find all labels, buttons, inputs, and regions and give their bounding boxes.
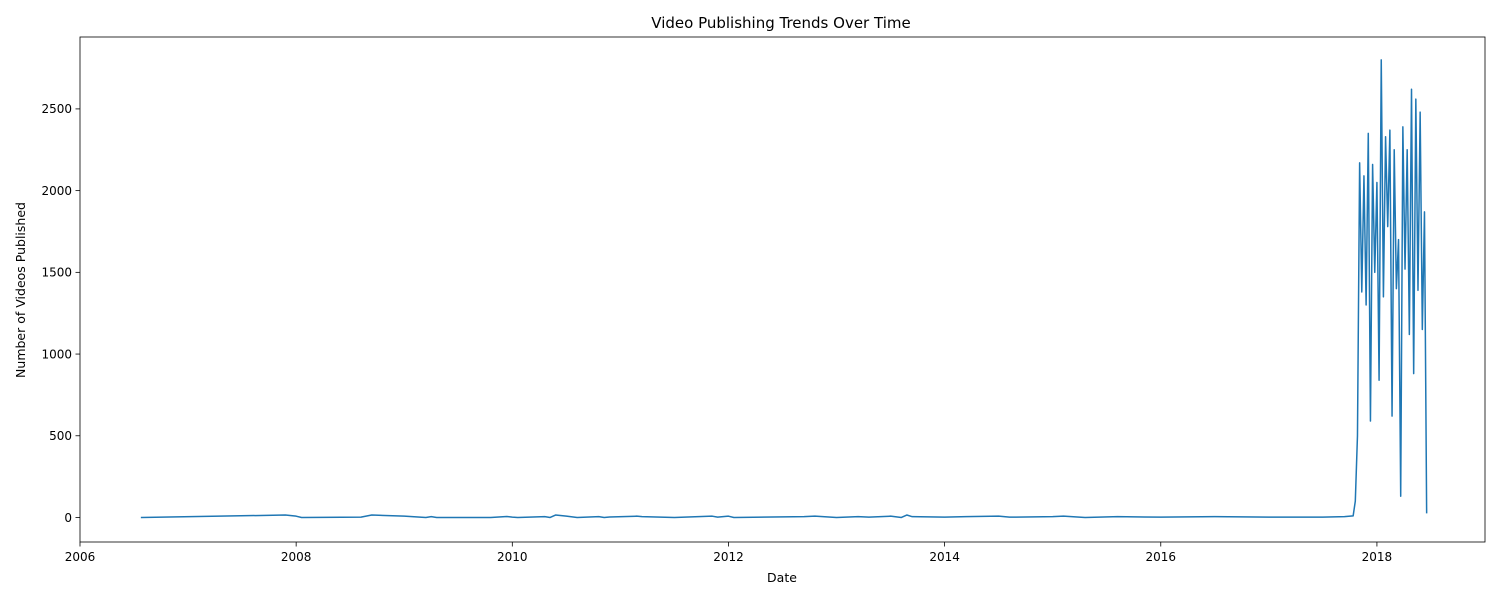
x-axis-title: Date — [767, 570, 797, 585]
x-tick-label-1: 2008 — [281, 550, 312, 564]
x-tick-label-5: 2016 — [1145, 550, 1176, 564]
x-tick-label-0: 2006 — [65, 550, 96, 564]
y-tick-label-5: 2500 — [41, 102, 72, 116]
y-tick-label-3: 1500 — [41, 266, 72, 280]
x-tick-label-2: 2010 — [497, 550, 528, 564]
y-tick-label-0: 0 — [64, 511, 72, 525]
axes-frame — [79, 36, 1486, 543]
x-tick-label-3: 2012 — [713, 550, 744, 564]
series-line-0 — [140, 59, 1428, 519]
y-tick-label-4: 2000 — [41, 184, 72, 198]
x-tick-label-6: 2018 — [1362, 550, 1393, 564]
y-axis-title: Number of Videos Published — [13, 202, 28, 378]
y-tick-label-1: 500 — [49, 429, 72, 443]
chart-title: Video Publishing Trends Over Time — [651, 14, 910, 32]
y-tick-label-2: 1000 — [41, 347, 72, 361]
x-tick-label-4: 2014 — [929, 550, 960, 564]
plot-area: 2006 2008 2010 2012 2014 2016 2018 0 500 1000 1500… — [41, 36, 1486, 564]
